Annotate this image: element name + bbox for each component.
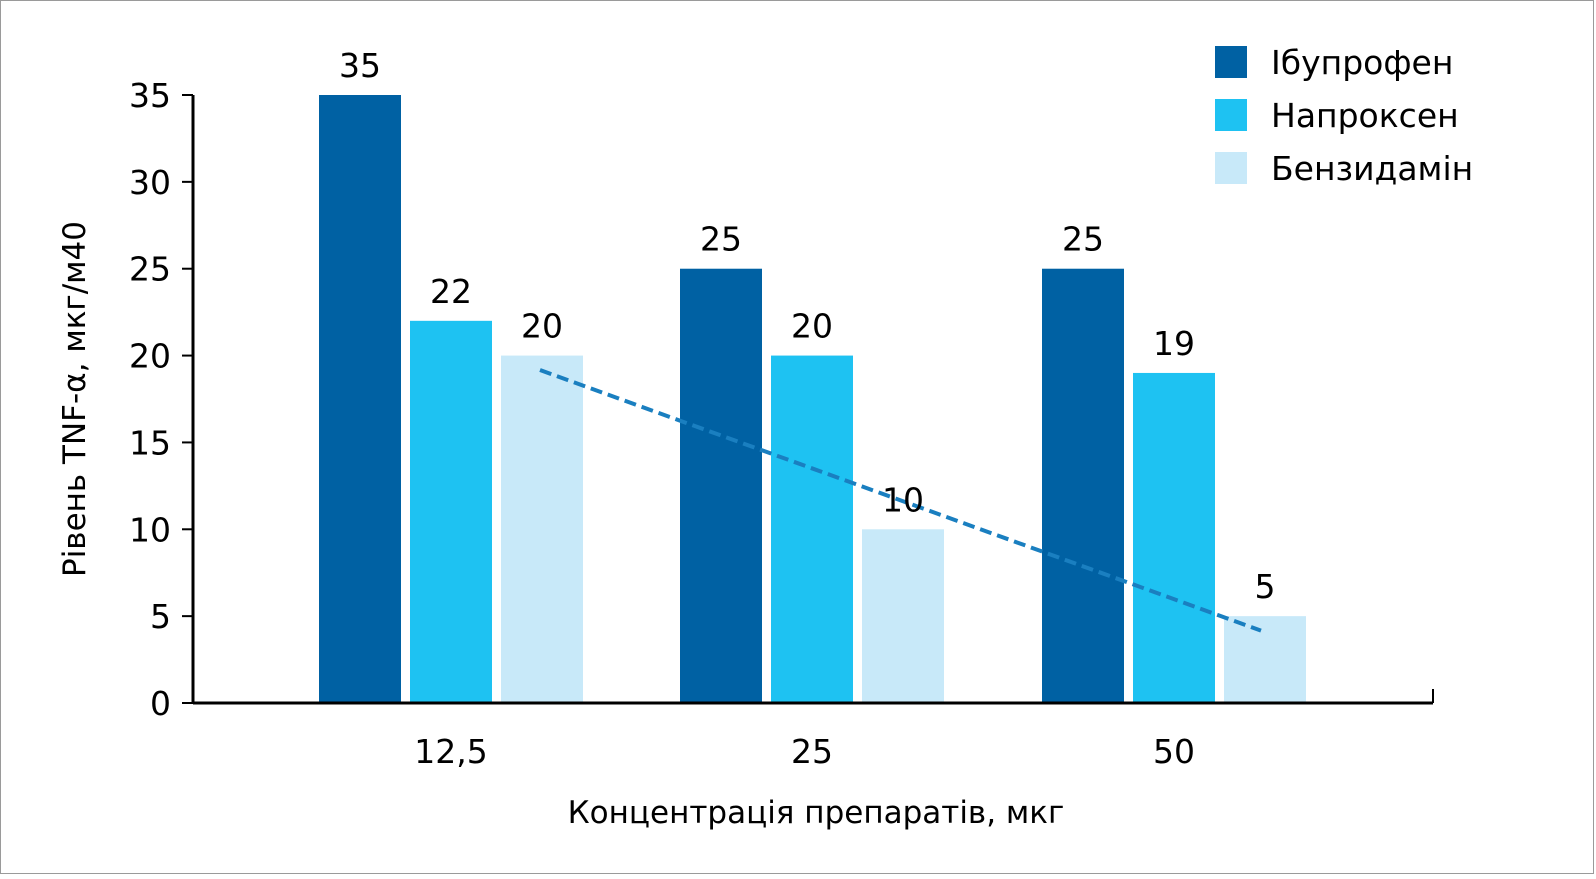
x-axis-title: Концентрація препаратів, мкг — [568, 795, 1065, 831]
category-label: 25 — [791, 732, 833, 771]
category-label: 50 — [1153, 732, 1195, 771]
data-label: 19 — [1153, 324, 1195, 363]
data-label: 10 — [882, 480, 924, 519]
y-tick-label: 5 — [150, 597, 171, 636]
y-tick-label: 0 — [150, 684, 171, 723]
data-label: 22 — [430, 272, 472, 311]
data-label: 35 — [339, 46, 381, 85]
data-labels: 35 25 25 22 20 19 20 10 5 — [339, 46, 1276, 606]
data-label: 25 — [700, 220, 742, 259]
trendline — [539, 368, 1262, 633]
legend: Ібупрофен Напроксен Бензидамін — [1215, 43, 1473, 188]
y-axis-title: Рівень TNF-α, мкг/м40 — [57, 221, 93, 577]
axes-layer — [191, 95, 1434, 705]
y-tick-label: 10 — [129, 510, 171, 549]
trendline-layer — [539, 368, 1262, 633]
bars-layer — [319, 95, 1306, 703]
category-labels: 12,5 25 50 — [414, 732, 1195, 771]
legend-swatch-2 — [1215, 99, 1247, 131]
bar-2-1 — [410, 320, 492, 703]
bar-3-1 — [501, 355, 583, 703]
y-tick-label: 35 — [129, 76, 171, 115]
legend-label-2: Напроксен — [1271, 96, 1459, 135]
y-tick-label: 20 — [129, 337, 171, 376]
legend-swatch-3 — [1215, 152, 1247, 184]
y-tick-label: 25 — [129, 250, 171, 289]
y-tick-label: 30 — [129, 163, 171, 202]
data-label: 5 — [1255, 567, 1276, 606]
bar-1-3 — [1042, 268, 1124, 703]
legend-swatch-1 — [1215, 46, 1247, 78]
category-label: 12,5 — [414, 732, 487, 771]
legend-label-3: Бензидамін — [1271, 149, 1473, 188]
bar-1-1 — [319, 95, 401, 703]
y-tick-label: 15 — [129, 423, 171, 462]
data-label: 20 — [521, 307, 563, 346]
bar-3-2 — [862, 529, 944, 703]
data-label: 25 — [1062, 220, 1104, 259]
y-tick-labels: 0 5 10 15 20 25 30 35 — [129, 76, 193, 723]
legend-label-1: Ібупрофен — [1271, 43, 1453, 82]
bar-2-3 — [1133, 372, 1215, 703]
bar-1-2 — [680, 268, 762, 703]
bar-3-3 — [1224, 616, 1306, 703]
bar-2-2 — [771, 355, 853, 703]
data-label: 20 — [791, 307, 833, 346]
